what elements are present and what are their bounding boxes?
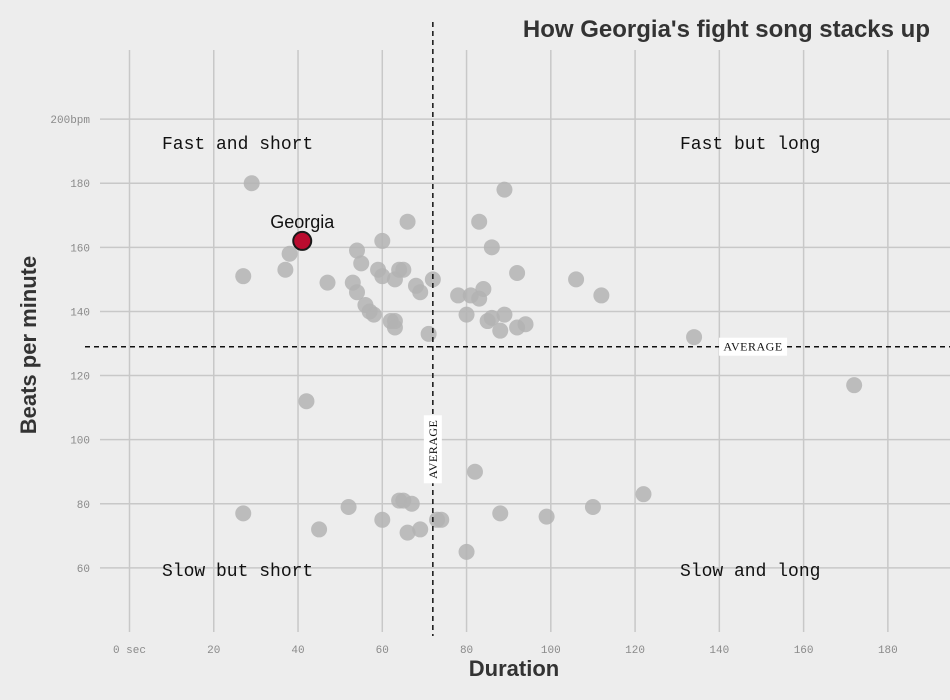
data-point [340,498,357,515]
data-point [311,521,328,538]
y-tick-label: 60 [77,564,90,576]
x-tick-label: 180 [878,645,898,657]
data-point [686,329,703,346]
data-point [492,505,509,522]
x-tick-label: 80 [460,645,473,657]
x-tick-label: 60 [376,645,389,657]
average-duration-label: AVERAGE [426,420,440,479]
data-point [403,495,420,512]
y-tick-label: 100 [70,436,90,448]
data-point [483,309,500,326]
data-point [243,175,260,192]
y-tick-label: 180 [70,179,90,191]
quadrant-label-top-right: Fast but long [680,135,820,155]
x-tick-label: 100 [541,645,561,657]
data-point [433,511,450,528]
data-point [386,319,403,336]
data-point [471,213,488,230]
data-point [412,284,429,301]
data-point [395,261,412,278]
x-tick-label: 160 [794,645,814,657]
data-point [374,511,391,528]
y-axis-label: Beats per minute [16,256,41,435]
data-point [496,306,513,323]
data-point [399,213,416,230]
quadrant-label-bottom-left: Slow but short [162,562,313,582]
y-tick-label: 200bpm [50,115,90,127]
data-points [235,175,863,560]
data-point [412,521,429,538]
data-point [538,508,555,525]
y-tick-label: 120 [70,372,90,384]
x-axis-label: Duration [469,656,559,681]
data-point [349,242,366,259]
data-point [365,306,382,323]
data-point [281,245,298,262]
data-point [483,239,500,256]
y-tick-label: 160 [70,243,90,255]
data-point [475,281,492,298]
data-point [635,486,652,503]
y-tick-label: 80 [77,500,90,512]
data-point [466,463,483,480]
data-point [374,232,391,249]
data-point [349,284,366,301]
data-point [353,255,370,272]
data-point [319,274,336,291]
data-point [374,268,391,285]
data-point [277,261,294,278]
data-point [399,524,416,541]
data-point [235,505,252,522]
highlight-point-georgia [292,230,313,251]
x-tick-label: 120 [625,645,645,657]
y-tick-label: 140 [70,307,90,319]
data-point [509,264,526,281]
y-tick-labels: 60 80 100 120 140 160 180 200bpm [50,115,90,576]
data-point [593,287,610,304]
x-tick-label: 0 sec [113,645,146,657]
average-bpm-label: AVERAGE [723,340,782,354]
x-tick-labels: 0 sec 20 40 60 80 100 120 140 160 180 [113,645,898,657]
x-tick-label: 40 [291,645,304,657]
data-point [458,306,475,323]
data-point [517,316,534,333]
data-point [424,271,441,288]
x-tick-label: 140 [709,645,729,657]
quadrant-label-top-left: Fast and short [162,135,313,155]
data-point [568,271,585,288]
chart-title: How Georgia's fight song stacks up [523,16,930,43]
data-point [584,498,601,515]
average-bpm-label-box [719,337,788,356]
highlight-label: Georgia [270,212,335,232]
data-point [235,268,252,285]
x-tick-label: 20 [207,645,220,657]
data-point [298,393,315,410]
quadrant-label-bottom-right: Slow and long [680,562,820,582]
data-point [450,287,467,304]
data-point [496,181,513,198]
x-gridlines [128,50,889,632]
data-point [846,377,863,394]
data-point [420,325,437,342]
data-point [458,543,475,560]
average-duration-label-box [423,415,442,484]
data-point [492,322,509,339]
y-gridlines [100,118,950,569]
